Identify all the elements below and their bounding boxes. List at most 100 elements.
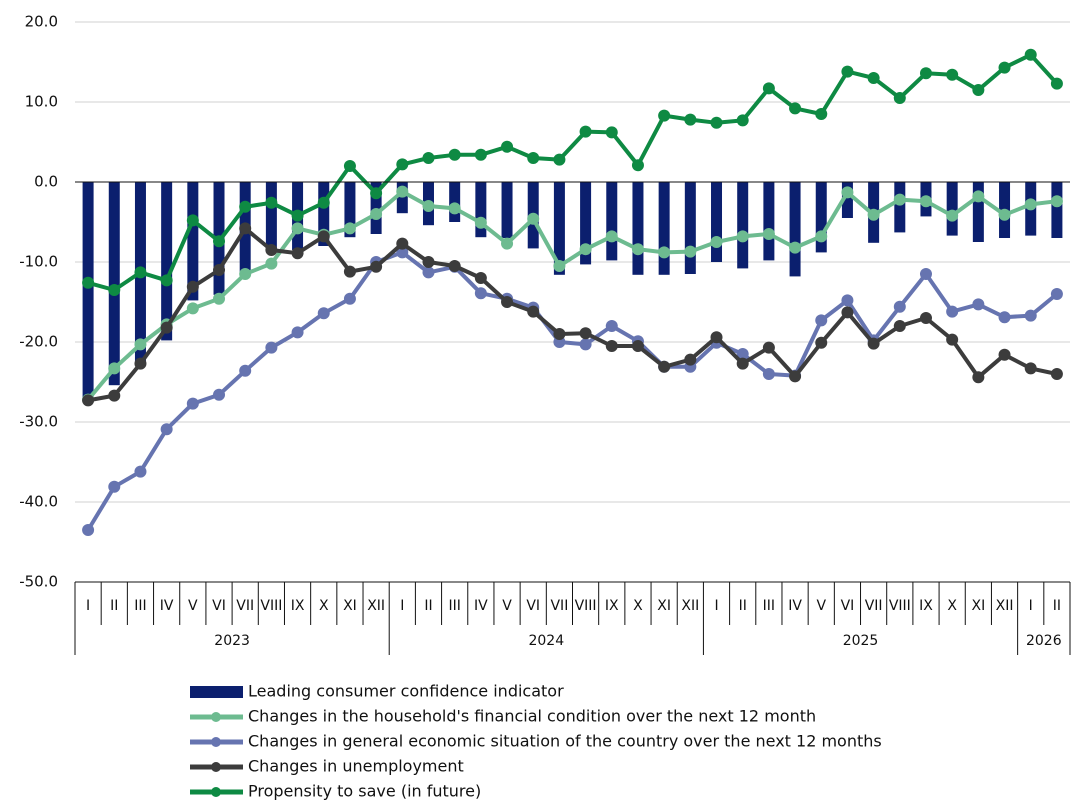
point [815,314,828,327]
point [396,237,409,250]
point [343,160,356,172]
point [134,357,147,370]
point [658,109,671,122]
y-tick-label: 20.0 [25,13,58,31]
x-tick-label: VII [236,598,254,614]
point [762,368,775,380]
point [160,274,173,287]
point [343,265,356,278]
bar [318,182,330,246]
legend-label: Leading consumer confidence indicator [248,682,564,701]
point [291,222,304,235]
x-tick-label: VII [865,598,883,614]
point [841,306,854,319]
point [553,328,566,340]
point [972,298,985,311]
bar [946,182,958,236]
point [82,524,95,536]
bar [632,182,644,275]
point [343,292,356,305]
bar [449,182,461,222]
point [972,190,985,203]
x-tick-label: IV [474,598,488,614]
point [1050,368,1063,380]
point [710,331,723,344]
point [579,125,592,138]
x-tick-label: VI [526,598,540,614]
x-tick-label: XI [657,598,671,614]
y-tick-label: -20.0 [19,333,58,351]
bar [815,182,827,253]
point [422,256,435,268]
point [841,186,854,199]
point [946,305,959,318]
legend-label: Changes in unemployment [248,757,464,776]
y-tick-label: 10.0 [25,93,58,111]
point [108,480,121,493]
point [946,333,959,346]
x-tick-label: VIII [260,598,282,614]
point [317,196,330,209]
point [893,92,906,104]
x-tick-label: I [1029,598,1033,614]
point [239,200,252,213]
point [736,348,749,360]
bar [370,182,382,234]
point [553,153,566,166]
bar [108,182,120,386]
point [762,82,775,95]
bar [711,182,723,262]
legend-label: Changes in the household's financial con… [248,707,816,726]
point [710,116,723,129]
x-tick-label: V [188,598,198,614]
bar [82,182,94,401]
point [396,246,409,259]
y-tick-label: 0.0 [34,173,58,191]
point [658,246,671,259]
bar [580,182,592,265]
point [343,222,356,235]
x-tick-label: XII [681,598,699,614]
point [946,209,959,222]
point [972,84,985,96]
x-tick-label: XII [996,598,1014,614]
point [762,341,775,354]
point [108,362,121,375]
x-tick-label: VI [212,598,226,614]
point [265,257,278,270]
point [998,208,1011,221]
point [265,244,278,256]
bar [187,182,199,301]
point [579,243,592,256]
point [317,307,330,320]
point [370,208,383,220]
point [1050,288,1063,300]
point [867,208,880,221]
x-tick-label: XI [343,598,357,614]
y-tick-label: -50.0 [19,573,58,591]
bar [501,182,513,238]
x-tick-label: II [110,598,118,614]
point [134,465,147,478]
bar [789,182,801,277]
point [291,209,304,222]
point [213,292,226,305]
point [815,336,828,349]
x-tick-label: III [763,598,775,614]
point [710,236,723,248]
x-tick-label: VIII [889,598,911,614]
point [631,243,644,256]
x-tick-label: XII [367,598,385,614]
x-tick-label: IX [291,598,305,614]
legend-marker [211,737,221,747]
x-tick-label: II [739,598,747,614]
bar [763,182,775,261]
point [134,338,147,351]
point [789,241,802,254]
point [527,152,540,164]
point [631,340,644,352]
point [186,397,199,410]
legend-marker [211,762,221,772]
